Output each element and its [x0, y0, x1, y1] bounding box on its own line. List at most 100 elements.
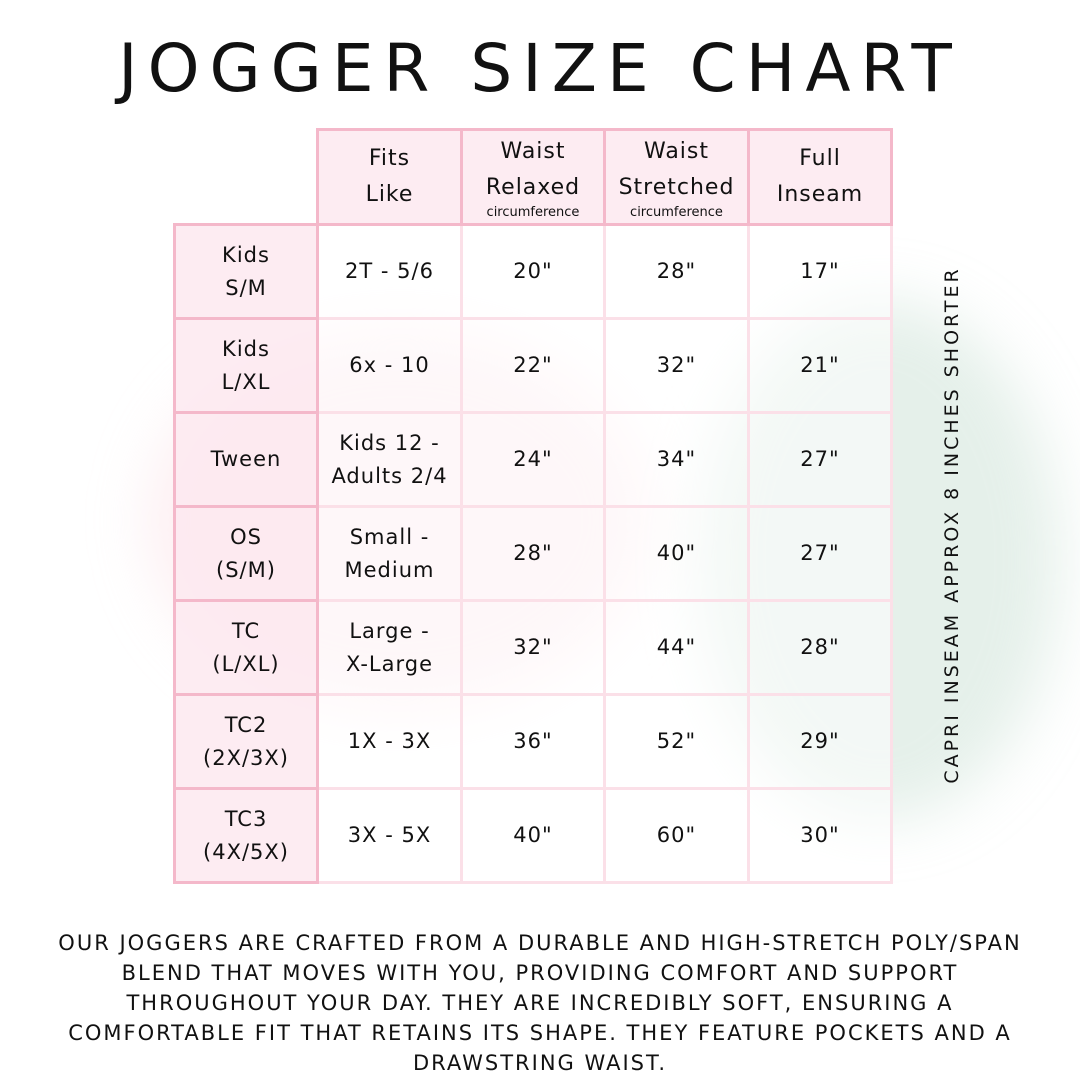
cell-text: OS	[230, 524, 262, 549]
header-line: Waist	[500, 139, 566, 164]
page-title: JOGGER SIZE CHART	[118, 30, 962, 107]
size-table: Fits Like Waist Relaxed circumference Waist…	[173, 128, 893, 884]
cell-text: (2X/3X)	[203, 745, 289, 770]
table-row: TC (L/XL) Large - X-Large 32" 44" 28"	[173, 599, 893, 696]
waist-relaxed-cell: 32"	[460, 599, 606, 696]
size-cell: OS (S/M)	[173, 505, 319, 602]
cell-text: 44"	[656, 635, 697, 659]
inseam-cell: 30"	[747, 787, 893, 884]
cell-text: 32"	[656, 353, 697, 377]
cell-text: 52"	[656, 729, 697, 753]
table-row: TC2 (2X/3X) 1X - 3X 36" 52" 29"	[173, 693, 893, 790]
header-line: Full	[799, 146, 841, 171]
cell-text: (S/M)	[216, 557, 276, 582]
capri-note: CAPRI INSEAM APPROX 8 INCHES SHORTER	[941, 266, 963, 784]
inseam-cell: 17"	[747, 223, 893, 320]
waist-stretched-cell: 52"	[603, 693, 750, 790]
table-row: Kids S/M 2T - 5/6 20" 28" 17"	[173, 223, 893, 320]
column-header-full-inseam: Full Inseam	[747, 128, 893, 226]
cell-text: 36"	[513, 729, 553, 753]
size-cell: TC3 (4X/5X)	[173, 787, 319, 884]
waist-relaxed-cell: 40"	[460, 787, 606, 884]
cell-text: 27"	[800, 541, 840, 565]
table-row: OS (S/M) Small - Medium 28" 40" 27"	[173, 505, 893, 602]
cell-text: 27"	[800, 447, 840, 471]
cell-text: 22"	[513, 353, 553, 377]
cell-text: 20"	[513, 259, 553, 283]
fits-like-cell: 1X - 3X	[316, 693, 463, 790]
size-cell: TC (L/XL)	[173, 599, 319, 696]
cell-text: Small -	[349, 524, 430, 549]
cell-text: 30"	[800, 823, 840, 847]
cell-text: 3X - 5X	[347, 823, 432, 847]
fits-like-cell: Small - Medium	[316, 505, 463, 602]
waist-stretched-cell: 44"	[603, 599, 750, 696]
fits-like-cell: 6x - 10	[316, 317, 463, 414]
header-line: Inseam	[776, 182, 864, 207]
size-cell: Tween	[173, 411, 319, 508]
fits-like-cell: 2T - 5/6	[316, 223, 463, 320]
header-subtitle: circumference	[486, 205, 580, 220]
cell-text: Adults 2/4	[331, 463, 448, 488]
cell-text: X-Large	[345, 651, 433, 676]
cell-text: 40"	[656, 541, 697, 565]
cell-text: Kids	[222, 242, 270, 267]
inseam-cell: 29"	[747, 693, 893, 790]
cell-text: Kids	[222, 336, 270, 361]
cell-text: Large -	[349, 618, 430, 643]
waist-stretched-cell: 60"	[603, 787, 750, 884]
cell-text: TC	[231, 618, 261, 643]
cell-text: S/M	[225, 275, 267, 300]
fits-like-cell: 3X - 5X	[316, 787, 463, 884]
column-header-waist-relaxed: Waist Relaxed circumference	[460, 128, 606, 226]
waist-relaxed-cell: 20"	[460, 223, 606, 320]
cell-text: 17"	[800, 259, 840, 283]
cell-text: 40"	[513, 823, 553, 847]
cell-text: Tween	[210, 447, 282, 471]
cell-text: Kids 12 -	[339, 430, 440, 455]
cell-text: 1X - 3X	[347, 729, 432, 753]
fits-like-cell: Large - X-Large	[316, 599, 463, 696]
inseam-cell: 27"	[747, 505, 893, 602]
table-row: TC3 (4X/5X) 3X - 5X 40" 60" 30"	[173, 787, 893, 884]
column-header-fits-like: Fits Like	[316, 128, 463, 226]
cell-text: (4X/5X)	[203, 839, 289, 864]
waist-stretched-cell: 40"	[603, 505, 750, 602]
waist-stretched-cell: 28"	[603, 223, 750, 320]
waist-relaxed-cell: 24"	[460, 411, 606, 508]
cell-text: 24"	[513, 447, 553, 471]
cell-text: 29"	[800, 729, 840, 753]
inseam-cell: 27"	[747, 411, 893, 508]
cell-text: L/XL	[221, 369, 271, 394]
header-subtitle: circumference	[630, 205, 723, 220]
corner-cell	[175, 130, 318, 225]
size-cell: Kids L/XL	[173, 317, 319, 414]
waist-relaxed-cell: 28"	[460, 505, 606, 602]
cell-text: (L/XL)	[212, 651, 280, 676]
cell-text: 28"	[513, 541, 553, 565]
inseam-cell: 21"	[747, 317, 893, 414]
table-row: Tween Kids 12 - Adults 2/4 24" 34" 27"	[173, 411, 893, 508]
header-row: Fits Like Waist Relaxed circumference Waist…	[175, 128, 893, 226]
header-line: Waist	[643, 139, 710, 164]
waist-relaxed-cell: 36"	[460, 693, 606, 790]
cell-text: 28"	[656, 259, 697, 283]
table-row: Kids L/XL 6x - 10 22" 32" 21"	[173, 317, 893, 414]
cell-text: 28"	[800, 635, 840, 659]
waist-stretched-cell: 34"	[603, 411, 750, 508]
header-line: Relaxed	[485, 175, 581, 200]
header-line: Fits	[368, 146, 411, 171]
column-header-waist-stretched: Waist Stretched circumference	[603, 128, 750, 226]
inseam-cell: 28"	[747, 599, 893, 696]
cell-text: 32"	[513, 635, 553, 659]
header-line: Stretched	[618, 175, 735, 200]
cell-text: 2T - 5/6	[345, 259, 434, 283]
cell-text: 6x - 10	[349, 353, 430, 377]
cell-text: TC2	[224, 712, 268, 737]
size-cell: TC2 (2X/3X)	[173, 693, 319, 790]
cell-text: 60"	[656, 823, 697, 847]
cell-text: TC3	[224, 806, 268, 831]
waist-relaxed-cell: 22"	[460, 317, 606, 414]
cell-text: 21"	[800, 353, 840, 377]
product-description: Our joggers are crafted from a durable a…	[58, 931, 1022, 1075]
